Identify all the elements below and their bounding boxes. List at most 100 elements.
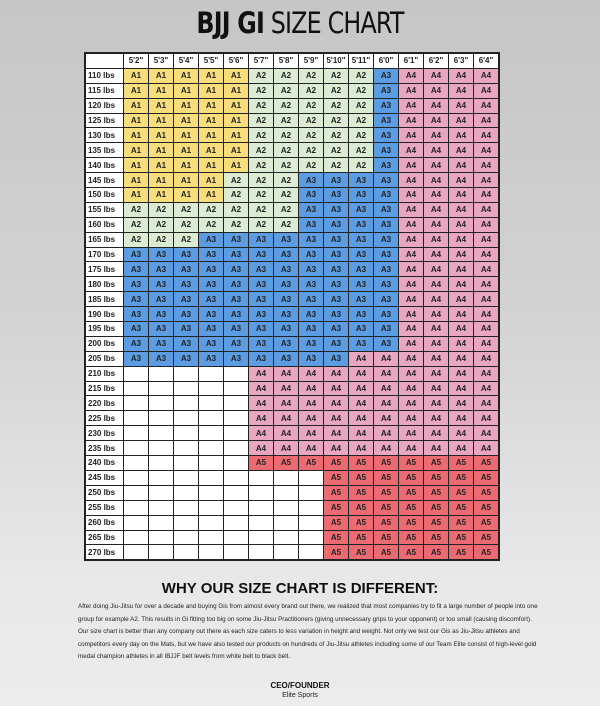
size-cell: A4 [248,440,274,457]
weight-label: 250 lbs [84,484,124,501]
size-cell: A5 [348,469,374,486]
size-cell: A3 [348,201,374,218]
size-cell: A2 [123,201,149,218]
size-cell: A2 [223,187,249,203]
size-cell: A1 [123,172,149,189]
size-cell: A2 [273,172,299,189]
size-cell: A4 [473,440,500,457]
size-cell: A4 [473,261,500,278]
size-cell: A4 [473,246,500,263]
size-cell: A3 [348,172,374,189]
size-cell: A4 [448,172,474,189]
size-cell: A3 [248,231,274,248]
size-cell: A3 [298,350,324,367]
size-cell: A2 [248,216,274,233]
size-cell: A4 [398,157,424,174]
size-cell: A2 [123,231,149,248]
size-cell [173,380,199,397]
size-cell: A4 [398,82,424,99]
size-cell: A5 [298,455,324,471]
size-cell: A3 [373,335,399,352]
size-cell: A4 [473,365,500,382]
size-cell: A2 [348,142,374,159]
size-cell: A4 [423,276,449,293]
size-cell: A2 [298,112,324,129]
weight-row: 135 lbs A1 A1 A1 A1 A1 A2 A2 A2 A2 A2 A3 A4 A4 A4 A4 [84,142,500,159]
weight-row: 240 lbs A5 A5 A5 A5 A5 A5 A5 A5 A5 A5 [84,455,500,471]
size-cell [223,499,249,516]
size-cell: A5 [473,514,500,531]
size-cell: A5 [423,455,449,471]
size-cell: A4 [398,276,424,293]
size-cell: A1 [173,97,199,114]
size-cell: A3 [273,335,299,352]
size-cell: A1 [148,172,174,189]
size-cell: A2 [273,216,299,233]
size-cell: A4 [448,350,474,367]
size-cell: A3 [173,276,199,293]
size-cell: A5 [398,484,424,501]
size-cell: A4 [473,67,500,84]
height-header: 5'3" [148,52,174,69]
weight-row: 245 lbs A5 A5 A5 A5 A5 A5 A5 [84,469,500,486]
size-cell [223,529,249,546]
size-cell: A3 [323,246,349,263]
size-cell: A4 [473,395,500,412]
size-cell: A3 [148,276,174,293]
size-cell [173,484,199,501]
size-cell [248,544,274,561]
size-cell: A4 [473,350,500,367]
size-cell: A4 [348,410,374,427]
size-cell: A4 [373,350,399,367]
size-cell: A1 [198,97,224,114]
size-cell: A3 [348,291,374,308]
size-cell: A4 [273,395,299,412]
size-cell: A2 [273,187,299,203]
size-cell: A4 [473,380,500,397]
weight-label: 235 lbs [84,440,124,457]
size-cell [298,499,324,516]
size-cell [223,365,249,382]
size-cell: A5 [448,469,474,486]
size-cell: A3 [373,231,399,248]
size-cell: A4 [448,395,474,412]
size-cell: A4 [248,395,274,412]
size-cell: A2 [148,216,174,233]
height-header: 5'11" [348,52,374,69]
size-cell [223,410,249,427]
size-cell: A3 [373,201,399,218]
size-cell: A3 [323,261,349,278]
size-cell: A5 [373,469,399,486]
size-cell: A4 [248,425,274,442]
size-cell: A4 [423,172,449,189]
height-header: 6'3" [448,52,474,69]
size-cell: A5 [448,455,474,471]
size-cell: A1 [173,67,199,84]
size-cell: A5 [323,499,349,516]
weight-label: 215 lbs [84,380,124,397]
size-cell: A3 [323,335,349,352]
size-cell: A5 [348,499,374,516]
size-cell: A2 [198,201,224,218]
size-cell: A4 [323,365,349,382]
size-cell: A4 [423,365,449,382]
size-cell: A3 [198,335,224,352]
size-cell: A3 [298,172,324,189]
size-cell: A5 [398,469,424,486]
size-cell: A4 [448,440,474,457]
size-cell [273,499,299,516]
size-cell: A5 [348,544,374,561]
size-cell: A5 [473,484,500,501]
size-cell: A2 [248,67,274,84]
size-cell: A2 [248,112,274,129]
size-cell: A1 [198,157,224,174]
weight-row: 270 lbs A5 A5 A5 A5 A5 A5 A5 [84,544,500,561]
size-cell [148,484,174,501]
size-cell [173,455,199,471]
size-cell: A3 [298,261,324,278]
size-cell: A3 [123,276,149,293]
size-cell [223,469,249,486]
size-cell [248,484,274,501]
size-cell: A2 [248,127,274,144]
size-cell: A3 [298,187,324,203]
